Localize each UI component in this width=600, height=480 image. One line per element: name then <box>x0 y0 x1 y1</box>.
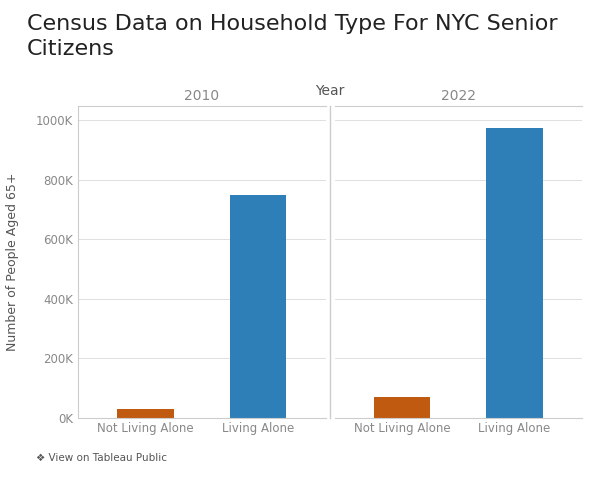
Text: Number of People Aged 65+: Number of People Aged 65+ <box>6 172 19 351</box>
Bar <box>374 397 430 418</box>
Bar <box>487 128 542 418</box>
Bar <box>230 195 286 418</box>
Text: ❖ View on Tableau Public: ❖ View on Tableau Public <box>36 454 167 463</box>
Bar <box>118 408 173 418</box>
Title: 2010: 2010 <box>184 89 220 103</box>
Text: Year: Year <box>316 84 344 98</box>
Text: Census Data on Household Type For NYC Senior
Citizens: Census Data on Household Type For NYC Se… <box>27 14 557 59</box>
Title: 2022: 2022 <box>441 89 476 103</box>
